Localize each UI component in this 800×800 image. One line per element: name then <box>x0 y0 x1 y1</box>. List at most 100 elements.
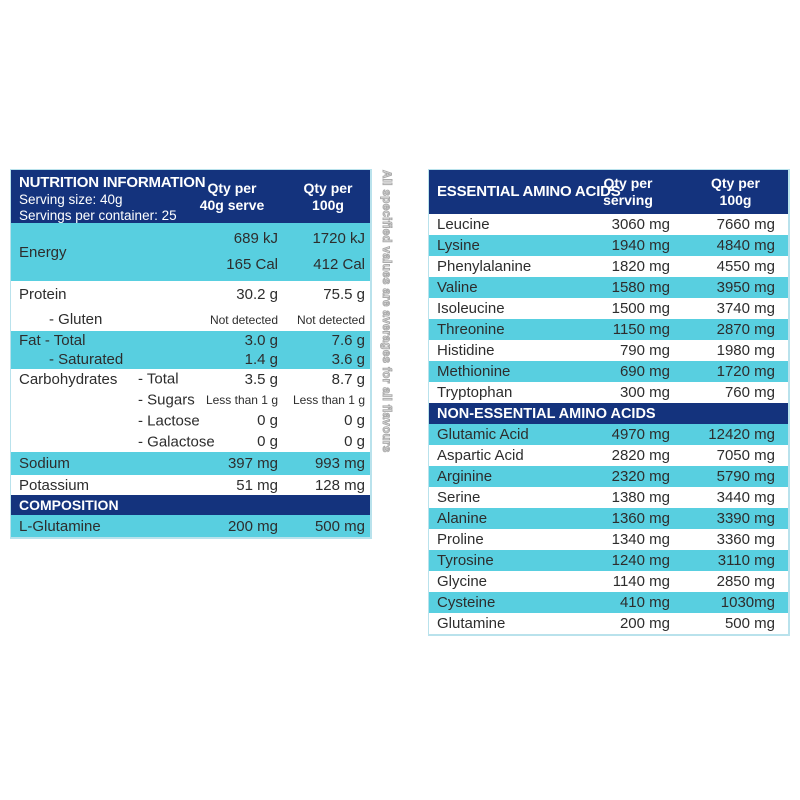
qty-per-serving-value: 3060 mg <box>611 216 670 233</box>
row-label: Energy <box>19 243 67 261</box>
table-row: Carbohydrates - Total 3.5 g 8.7 g <box>11 369 370 389</box>
table-row: Proline 1340 mg 3360 mg <box>429 529 788 550</box>
table-row: Energy 689 kJ 165 Cal 1720 kJ 412 Cal <box>11 223 370 281</box>
servings-per-container-text: Servings per container: 25 <box>19 207 177 223</box>
qty-per-serving-value: 1380 mg <box>611 489 670 506</box>
row-label: L-Glutamine <box>19 517 101 535</box>
qty-per-serving-value: 1140 mg <box>612 573 670 590</box>
row-label: Leucine <box>437 216 490 233</box>
qty-per-100g-value: 0 g <box>344 433 365 450</box>
qty-per-100g-value: 2850 mg <box>716 573 775 590</box>
qty-per-100g-value: 4550 mg <box>716 258 775 275</box>
column-header-qty-per-serve: Qty per 40g serve <box>199 179 265 213</box>
qty-per-100g-value: 75.5 g <box>323 286 365 303</box>
row-label: Glutamine <box>437 615 506 632</box>
qty-per-serving-value: 1500 mg <box>611 300 670 317</box>
composition-rows: L-Glutamine 200 mg 500 mg <box>11 515 370 537</box>
amino-acids-table: ESSENTIAL AMINO ACIDS Qty per serving Qt… <box>428 169 790 636</box>
table-row: Aspartic Acid 2820 mg 7050 mg <box>429 445 788 466</box>
table-row: Alanine 1360 mg 3390 mg <box>429 508 788 529</box>
row-label: Fat - Total <box>19 332 86 349</box>
qty-per-serving-value: 4970 mg <box>611 426 670 443</box>
qty-per-100g-value: 3390 mg <box>716 510 775 527</box>
qty-per-100g-value: 3950 mg <box>716 279 775 296</box>
table-row: Threonine 1150 mg 2870 mg <box>429 319 788 340</box>
qty-per-100g-value: 760 mg <box>724 384 775 401</box>
qty-per-serving-value: 1150 mg <box>612 321 670 338</box>
nutrition-information-table: NUTRITION INFORMATION Serving size: 40g … <box>10 169 372 539</box>
row-label: Sodium <box>19 455 70 472</box>
column-header-qty-per-serving: Qty per serving <box>603 175 653 208</box>
table-row: Valine 1580 mg 3950 mg <box>429 277 788 298</box>
essential-amino-rows: Leucine 3060 mg 7660 mg Lysine 1940 mg 4840 m… <box>429 214 788 403</box>
qty-per-serve-value: Less than 1 g <box>205 392 278 407</box>
qty-per-100g-value: 12420 mg <box>708 426 775 443</box>
table-row: Tryptophan 300 mg 760 mg <box>429 382 788 403</box>
row-label: Carbohydrates - Total <box>19 370 179 388</box>
row-label: Valine <box>437 279 478 296</box>
qty-per-100g-value: 3740 mg <box>716 300 775 317</box>
qty-per-100g-value: 1720 mg <box>716 363 775 380</box>
qty-per-100g-value: 8.7 g <box>331 370 365 388</box>
row-label: Alanine <box>437 510 488 527</box>
qty-per-100g-value: 4840 mg <box>716 237 775 254</box>
table-row: Methionine 690 mg 1720 mg <box>429 361 788 382</box>
qty-per-serve-value: 1.4 g <box>244 351 278 368</box>
row-label: Glutamic Acid <box>437 426 529 443</box>
table-row: - Saturated 1.4 g 3.6 g <box>11 350 370 369</box>
qty-per-serve-value: 3.0 g <box>244 332 278 349</box>
composition-section-header: COMPOSITION <box>11 495 370 515</box>
table-row: Cysteine 410 mg 1030mg <box>429 592 788 613</box>
essential-amino-acids-header: ESSENTIAL AMINO ACIDS Qty per serving Qt… <box>429 170 788 214</box>
table-row: Isoleucine 1500 mg 3740 mg <box>429 298 788 319</box>
column-header-qty-per-100g: Qty per 100g <box>710 175 760 208</box>
row-label: Tyrosine <box>437 552 494 569</box>
qty-per-serve-value: 200 mg <box>227 517 278 535</box>
qty-per-serving-value: 200 mg <box>619 615 670 632</box>
qty-per-serving-value: 2820 mg <box>611 447 670 464</box>
table-row: Tyrosine 1240 mg 3110 mg <box>429 550 788 571</box>
nutrition-rows: Energy 689 kJ 165 Cal 1720 kJ 412 Cal Protein… <box>11 223 370 495</box>
qty-per-100g-value: 1720 kJ 412 Cal <box>312 229 365 273</box>
row-label: - Gluten <box>49 311 103 328</box>
qty-per-100g-value: 2870 mg <box>716 321 775 338</box>
row-label: Tryptophan <box>437 384 513 401</box>
table-row: - Sugars Less than 1 g Less than 1 g <box>11 389 370 410</box>
qty-per-serve-value: 51 mg <box>236 476 278 494</box>
row-label: Lysine <box>437 237 480 254</box>
qty-per-serve-value: Not detected <box>209 312 278 327</box>
vertical-disclaimer-text: All specified values are averages for al… <box>380 170 393 454</box>
qty-per-serving-value: 1240 mg <box>611 552 670 569</box>
row-label: Glycine <box>437 573 488 590</box>
qty-per-serve-value: 30.2 g <box>236 286 278 303</box>
qty-per-serving-value: 2320 mg <box>611 468 670 485</box>
table-row: Leucine 3060 mg 7660 mg <box>429 214 788 235</box>
row-label: Isoleucine <box>437 300 505 317</box>
qty-per-serve-value: 689 kJ 165 Cal <box>226 229 278 273</box>
qty-per-serving-value: 790 mg <box>619 342 670 359</box>
row-label: Threonine <box>437 321 505 338</box>
table-row: Arginine 2320 mg 5790 mg <box>429 466 788 487</box>
qty-per-100g-value: 1980 mg <box>716 342 775 359</box>
row-label: Phenylalanine <box>437 258 532 275</box>
nutrition-table-title: NUTRITION INFORMATION <box>19 174 206 191</box>
row-label: Potassium <box>19 476 90 494</box>
qty-per-100g-value: 7660 mg <box>716 216 775 233</box>
non-essential-section-header: NON-ESSENTIAL AMINO ACIDS <box>429 403 788 424</box>
row-label: Protein <box>19 286 67 303</box>
qty-per-100g-value: 7.6 g <box>331 332 365 349</box>
qty-per-100g-value: 5790 mg <box>716 468 775 485</box>
nutrition-header-info: NUTRITION INFORMATION Serving size: 40g … <box>11 170 206 223</box>
qty-per-serving-value: 1580 mg <box>611 279 670 296</box>
qty-per-100g-value: Less than 1 g <box>292 392 365 407</box>
qty-per-serve-value: 397 mg <box>227 455 278 472</box>
essential-amino-acids-title: ESSENTIAL AMINO ACIDS <box>437 183 621 201</box>
qty-per-100g-value: 3360 mg <box>716 531 775 548</box>
column-header-qty-per-100g: Qty per 100g <box>303 179 353 213</box>
non-essential-amino-rows: Glutamic Acid 4970 mg 12420 mg Aspartic Aci… <box>429 424 788 634</box>
table-row: L-Glutamine 200 mg 500 mg <box>11 515 370 537</box>
table-row: Serine 1380 mg 3440 mg <box>429 487 788 508</box>
table-row: Fat - Total 3.0 g 7.6 g <box>11 331 370 350</box>
